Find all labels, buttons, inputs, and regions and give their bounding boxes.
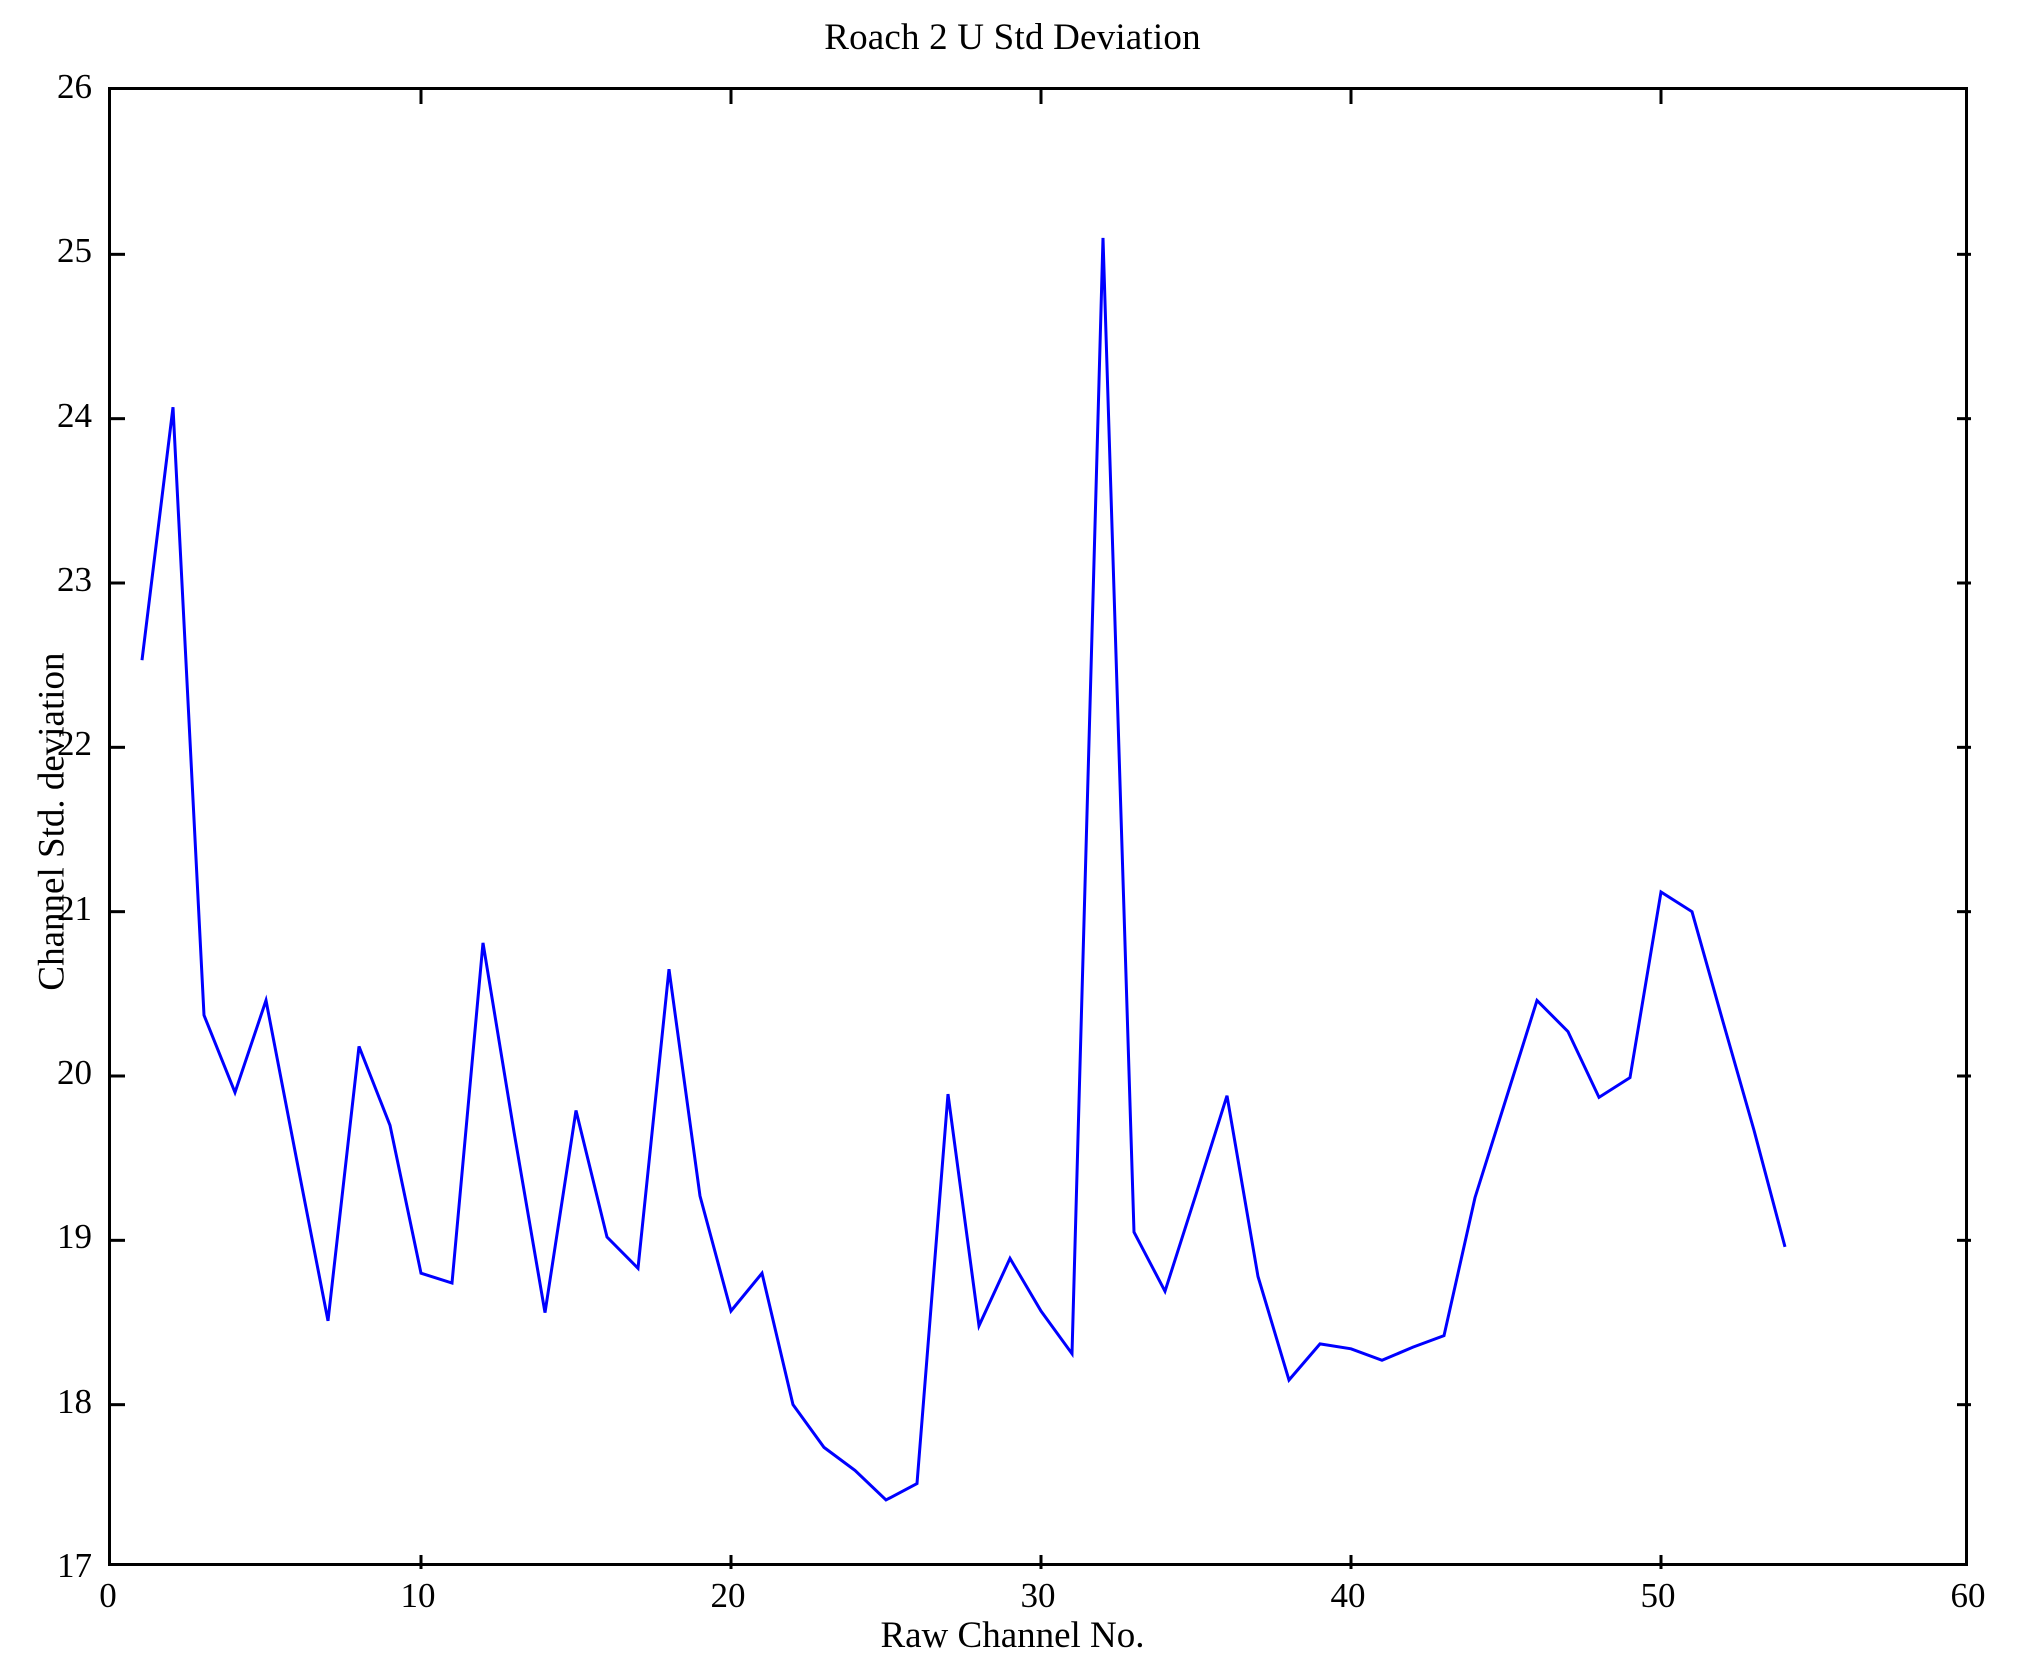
y-tick-label: 18: [57, 1381, 92, 1421]
x-tick-label: 60: [1950, 1576, 1986, 1615]
x-tick-label: 20: [710, 1576, 746, 1615]
y-tick-label: 19: [57, 1217, 92, 1257]
y-tick-label: 20: [57, 1053, 92, 1092]
y-tick-label: 26: [57, 67, 92, 106]
y-tick-label: 21: [57, 888, 92, 928]
x-axis-label: Raw Channel No.: [880, 1615, 1145, 1656]
x-tick-label: 0: [99, 1576, 117, 1615]
plot-area: [108, 87, 1971, 1569]
y-tick-label: 24: [57, 395, 92, 435]
x-tick-label: 30: [1020, 1576, 1056, 1615]
x-axis-tick-labels: 0 10 20 30 40 50 60: [0, 1578, 2025, 1628]
y-tick-label: 25: [57, 231, 92, 271]
y-tick-label: 23: [57, 560, 92, 599]
x-tick-label: 10: [400, 1576, 436, 1615]
y-axis-tick-labels: 17 18 19 20 21 22 23 24 25 26: [0, 0, 92, 1671]
plot-svg: [111, 90, 1971, 1569]
x-tick-label: 50: [1640, 1576, 1676, 1615]
chart-title: Roach 2 U Std Deviation: [824, 17, 1201, 58]
y-axis-label: Channel Std. deviation: [31, 652, 73, 991]
x-tick-label: 40: [1330, 1576, 1366, 1615]
y-tick-label: 22: [57, 724, 92, 764]
y-tick-label: 17: [57, 1546, 92, 1585]
data-series-line: [140, 237, 1787, 1502]
axis-ticks: [111, 90, 1971, 1569]
